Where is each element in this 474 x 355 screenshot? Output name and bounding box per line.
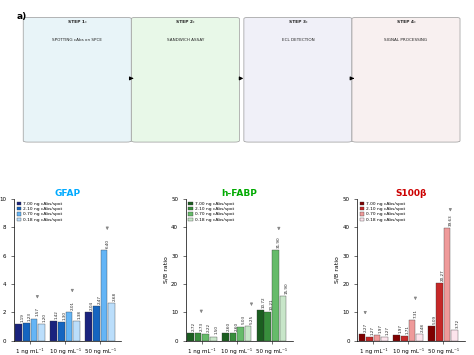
Bar [374,335,381,341]
Text: 10.21: 10.21 [269,298,273,310]
Bar [382,337,388,341]
Bar [416,334,423,341]
Bar [280,296,286,341]
Text: 7.31: 7.31 [413,309,418,318]
Bar [264,312,271,341]
Text: SANDWICH ASSAY: SANDWICH ASSAY [167,38,204,42]
Text: 1.42: 1.42 [55,310,59,318]
Text: ECL DETECTION: ECL DETECTION [282,38,314,42]
Bar [272,250,279,341]
Text: 5.25: 5.25 [249,315,254,324]
Text: STEP 3:: STEP 3: [289,20,307,24]
Text: 1.71: 1.71 [406,325,410,334]
Text: STEP 2:: STEP 2: [176,20,195,24]
Text: 31.90: 31.90 [277,236,281,248]
Text: STEP 1:: STEP 1: [68,20,87,24]
Title: h-FABP: h-FABP [221,189,257,198]
Bar [108,303,115,341]
Bar [366,337,373,341]
Text: 5.03: 5.03 [242,315,246,324]
Bar [229,333,236,341]
Text: SIGNAL PROCESSING: SIGNAL PROCESSING [384,38,428,42]
Bar [58,322,65,341]
Text: 1.50: 1.50 [215,326,219,334]
Bar [436,283,443,341]
Text: 2.68: 2.68 [113,291,117,301]
Bar [444,228,450,341]
Bar [187,333,194,341]
Bar [85,312,92,341]
Title: GFAP: GFAP [55,189,81,198]
Bar [428,326,435,341]
Legend: 7.00 ng cAbs/spot, 2.10 ng cAbs/spot, 0.70 ng cAbs/spot, 0.18 ng cAbs/spot: 7.00 ng cAbs/spot, 2.10 ng cAbs/spot, 0.… [359,201,406,222]
Text: 1.19: 1.19 [20,313,24,322]
Text: 2.22: 2.22 [207,323,211,332]
Y-axis label: S/B ratio: S/B ratio [164,256,168,283]
Text: 1.57: 1.57 [36,307,39,316]
Text: 10.72: 10.72 [262,297,265,308]
Bar [16,324,22,341]
Text: 15.90: 15.90 [284,282,288,294]
Title: S100β: S100β [395,189,427,198]
Text: 1.27: 1.27 [386,326,390,335]
Bar [195,333,201,341]
Text: 1.23: 1.23 [28,312,32,321]
Text: 1.38: 1.38 [78,310,82,319]
Text: 2.72: 2.72 [191,322,196,331]
Bar [50,321,57,341]
Text: 2.27: 2.27 [363,323,367,332]
Bar [210,337,217,341]
Bar [202,334,209,341]
Text: 1.30: 1.30 [63,311,67,320]
Text: STEP 4:: STEP 4: [397,20,415,24]
Bar [257,310,264,341]
Bar [401,336,408,341]
Bar [451,330,458,341]
Text: a): a) [17,12,27,21]
Bar [31,318,37,341]
Bar [100,250,107,341]
Text: 1.97: 1.97 [398,324,402,333]
FancyBboxPatch shape [23,17,131,142]
Text: 2.60: 2.60 [227,322,231,331]
Text: 3.72: 3.72 [456,319,460,328]
Text: 6.40: 6.40 [105,239,109,248]
Text: 2.01: 2.01 [70,301,74,310]
Text: SPOTTING cAbs on SPCE: SPOTTING cAbs on SPCE [52,38,102,42]
Bar [38,324,45,341]
FancyBboxPatch shape [244,17,352,142]
Bar [393,335,400,341]
Text: 2.47: 2.47 [98,295,101,304]
Text: 1.20: 1.20 [43,313,47,322]
Bar [358,334,365,341]
FancyBboxPatch shape [352,17,460,142]
Text: 1.27: 1.27 [371,326,375,335]
Text: 20.27: 20.27 [441,269,445,281]
Legend: 7.00 ng cAbs/spot, 2.10 ng cAbs/spot, 0.70 ng cAbs/spot, 0.18 ng cAbs/spot: 7.00 ng cAbs/spot, 2.10 ng cAbs/spot, 0.… [188,201,234,222]
Text: 2.04: 2.04 [90,301,94,310]
Bar [23,323,30,341]
Text: 2.48: 2.48 [421,323,425,332]
Bar [409,320,415,341]
Y-axis label: S/B ratio: S/B ratio [335,256,340,283]
Bar [73,321,80,341]
Text: 2.60: 2.60 [234,322,238,331]
Text: 2.73: 2.73 [199,322,203,331]
Bar [245,326,252,341]
Bar [93,306,100,341]
FancyBboxPatch shape [131,17,239,142]
Legend: 7.00 ng cAbs/spot, 2.10 ng cAbs/spot, 0.70 ng cAbs/spot, 0.18 ng cAbs/spot: 7.00 ng cAbs/spot, 2.10 ng cAbs/spot, 0.… [17,201,63,222]
Text: 39.63: 39.63 [448,214,452,226]
Text: 5.09: 5.09 [433,315,437,324]
Bar [65,312,73,341]
Bar [237,327,244,341]
Text: 1.97: 1.97 [378,324,383,333]
Bar [222,333,228,341]
